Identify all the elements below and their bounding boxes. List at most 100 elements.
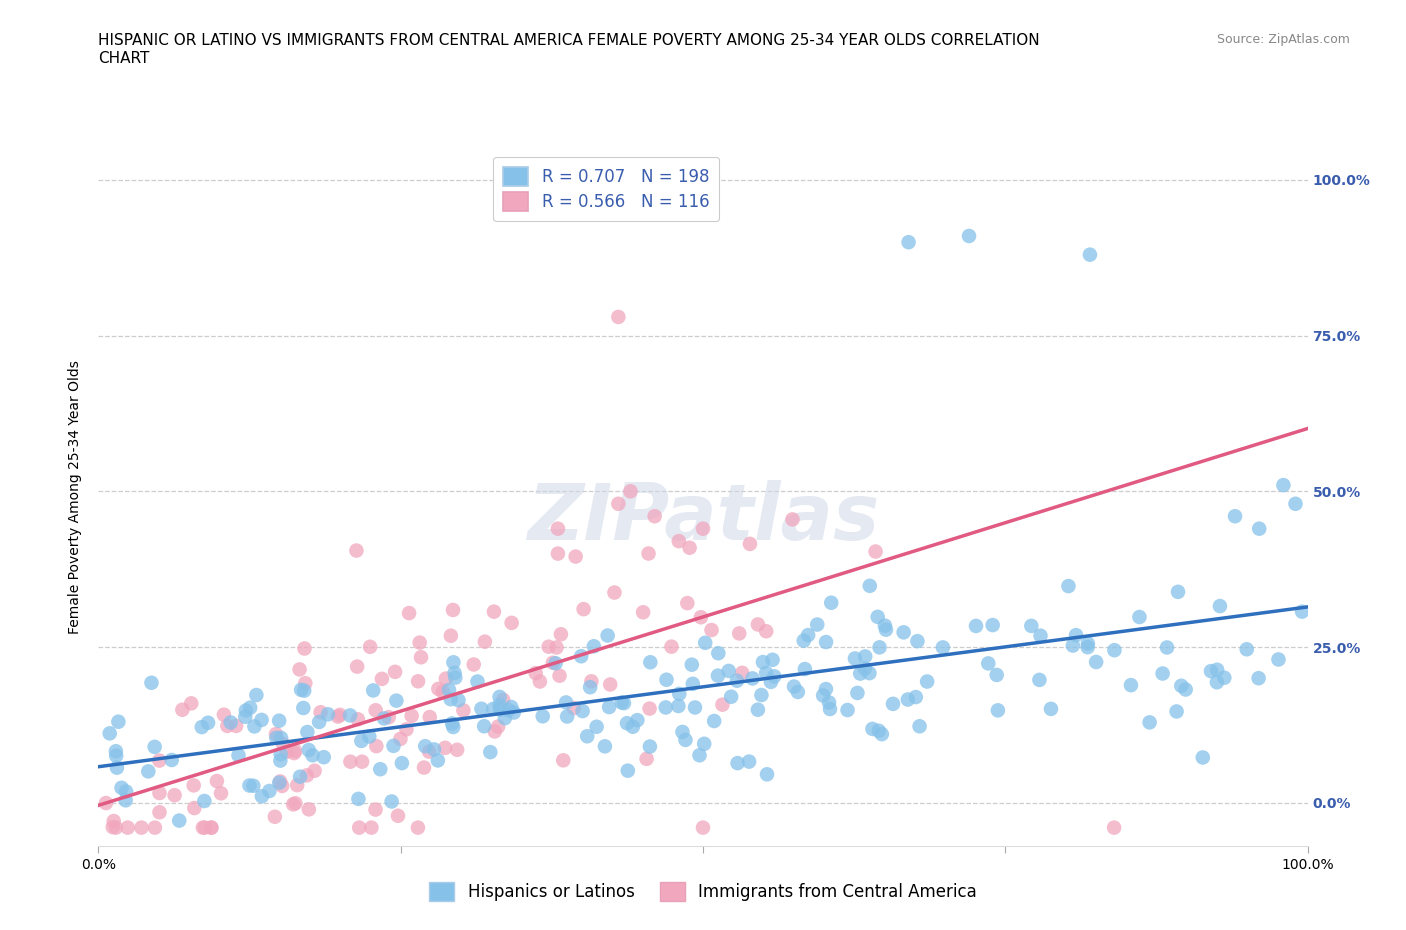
Point (692, 521, 714, 536)
Point (1085, 655, 1108, 670)
Point (284, 744, 307, 759)
Point (837, 702, 859, 717)
Point (682, 676, 704, 691)
Point (104, 820, 127, 835)
Point (907, 633, 929, 648)
Point (524, 666, 547, 681)
Point (167, 813, 190, 828)
Point (869, 640, 891, 655)
Point (1174, 682, 1197, 697)
Point (755, 666, 778, 681)
Point (434, 740, 457, 755)
Point (360, 820, 382, 835)
Point (297, 724, 319, 739)
Point (593, 738, 616, 753)
Text: ZIPatlas: ZIPatlas (527, 481, 879, 556)
Point (793, 661, 815, 676)
Point (441, 720, 464, 735)
Point (269, 776, 291, 790)
Point (1223, 509, 1246, 524)
Point (373, 711, 395, 725)
Point (1077, 640, 1099, 655)
Point (143, 820, 166, 835)
Point (986, 668, 1008, 683)
Point (626, 712, 648, 727)
Point (489, 702, 512, 717)
Point (1206, 662, 1229, 677)
Point (269, 713, 291, 728)
Point (1039, 701, 1062, 716)
Point (695, 635, 717, 650)
Point (711, 698, 734, 712)
Point (110, 780, 132, 795)
Point (200, 820, 222, 835)
Point (617, 764, 640, 778)
Point (103, 814, 125, 829)
Point (544, 656, 567, 671)
Point (172, 702, 194, 717)
Point (703, 713, 725, 728)
Point (384, 664, 406, 679)
Point (987, 703, 1010, 718)
Point (547, 546, 569, 561)
Point (492, 693, 515, 708)
Point (418, 744, 440, 759)
Point (671, 724, 693, 739)
Point (197, 715, 219, 730)
Point (1139, 715, 1161, 730)
Point (607, 497, 630, 512)
Point (212, 707, 235, 722)
Point (957, 229, 980, 244)
Point (720, 689, 742, 704)
Point (1247, 671, 1270, 685)
Point (250, 789, 273, 804)
Point (640, 655, 662, 670)
Point (862, 722, 884, 737)
Point (298, 742, 321, 757)
Point (741, 671, 763, 685)
Point (117, 820, 139, 835)
Point (550, 627, 572, 642)
Point (245, 687, 267, 702)
Point (94, 795, 117, 810)
Point (453, 703, 475, 718)
Point (572, 602, 595, 617)
Point (897, 234, 920, 249)
Point (347, 711, 370, 726)
Point (717, 663, 740, 678)
Point (479, 745, 502, 760)
Point (288, 662, 311, 677)
Point (555, 709, 578, 724)
Y-axis label: Female Poverty Among 25-34 Year Olds: Female Poverty Among 25-34 Year Olds (69, 361, 83, 634)
Point (225, 719, 247, 734)
Point (1167, 584, 1189, 599)
Point (866, 609, 889, 624)
Point (264, 726, 287, 741)
Point (114, 793, 136, 808)
Point (308, 714, 330, 729)
Point (285, 777, 308, 792)
Point (529, 674, 551, 689)
Point (148, 753, 170, 768)
Point (797, 628, 820, 643)
Point (571, 704, 593, 719)
Point (191, 820, 214, 835)
Point (747, 702, 769, 717)
Point (470, 701, 492, 716)
Point (347, 820, 370, 835)
Point (446, 742, 468, 757)
Point (1199, 664, 1222, 679)
Point (547, 521, 569, 536)
Point (183, 777, 205, 792)
Point (1170, 678, 1192, 693)
Point (1064, 628, 1087, 643)
Point (352, 754, 374, 769)
Point (141, 675, 163, 690)
Point (576, 729, 599, 744)
Point (786, 684, 808, 699)
Point (484, 724, 506, 739)
Point (728, 626, 751, 641)
Point (381, 794, 404, 809)
Point (105, 760, 128, 775)
Point (607, 310, 630, 325)
